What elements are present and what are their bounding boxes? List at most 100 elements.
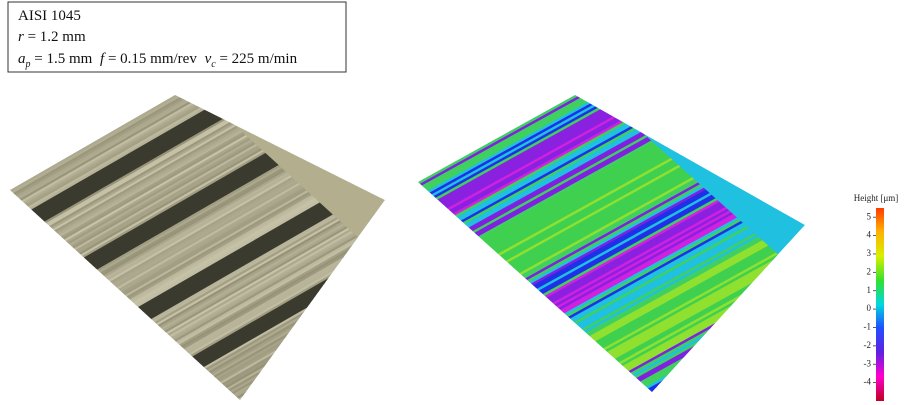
symbol: f <box>100 51 106 67</box>
stripe <box>156 234 357 350</box>
stripe <box>476 152 668 260</box>
stripe <box>532 203 724 311</box>
stripe <box>550 219 742 326</box>
stripe <box>10 95 199 206</box>
stripe <box>152 231 353 347</box>
info-box: AISI 1045 r = 1.2 mm ap = 1.5 mm f = 0.1… <box>7 1 347 73</box>
stripe <box>10 95 201 208</box>
stripe <box>593 257 785 365</box>
stripe <box>18 108 219 224</box>
stripe <box>128 208 329 325</box>
stripe <box>427 109 619 216</box>
stripe <box>139 219 340 335</box>
stripe <box>529 200 720 307</box>
stripe <box>562 229 754 337</box>
stripe <box>116 198 317 314</box>
stripe <box>131 211 332 328</box>
stripe <box>587 252 779 360</box>
stripe <box>95 178 296 295</box>
stripe <box>159 237 360 353</box>
stripe <box>64 150 265 266</box>
stripe <box>101 184 303 301</box>
stripe <box>536 207 728 314</box>
stripe <box>470 147 662 255</box>
tick-label: 3 <box>867 248 872 258</box>
stripe <box>585 250 777 358</box>
stripe <box>556 224 748 332</box>
stripe <box>67 153 268 269</box>
stripe <box>70 156 271 272</box>
stripe <box>88 172 289 289</box>
tick-label: 4 <box>867 230 872 240</box>
stripe <box>154 232 355 349</box>
tick-label: -1 <box>864 322 872 332</box>
stripe <box>472 149 664 256</box>
stripe <box>538 208 730 316</box>
stripe <box>164 241 365 358</box>
param-value: = 0.15 mm/rev <box>108 51 197 67</box>
stripe <box>519 191 711 298</box>
subscript: p <box>25 59 31 70</box>
stripe <box>138 217 339 334</box>
stripe <box>418 95 596 195</box>
stripe <box>577 243 769 351</box>
colorbar-scale <box>876 208 884 401</box>
stripe <box>11 102 212 218</box>
stripe <box>10 95 204 211</box>
stripe <box>55 142 257 259</box>
tick-label: 2 <box>867 266 872 276</box>
stripe <box>418 98 607 206</box>
stripe <box>548 217 740 325</box>
stripe <box>507 180 699 288</box>
stripe <box>110 192 311 308</box>
stripe <box>418 95 594 193</box>
stripe <box>418 95 598 197</box>
stripe <box>583 249 775 356</box>
stripe <box>41 129 242 245</box>
stripe <box>554 222 746 330</box>
stripe <box>418 96 605 204</box>
param-value: = 225 m/min <box>219 51 297 67</box>
stripe <box>42 130 243 247</box>
stripe <box>488 163 679 270</box>
stripe <box>52 139 253 256</box>
param-line: r = 1.2 mm <box>18 29 86 45</box>
stripe <box>418 95 601 200</box>
stripe <box>87 171 288 287</box>
param-line: ap = 1.5 mm f = 0.15 mm/rev vc = 225 m/m… <box>18 51 298 71</box>
stripe <box>531 201 722 309</box>
stripe <box>161 238 362 355</box>
stripe <box>133 213 334 329</box>
stripe <box>435 116 627 223</box>
stripe <box>523 194 715 302</box>
stripe <box>542 212 734 319</box>
stripe <box>23 112 224 229</box>
stripe <box>480 156 672 263</box>
stripe <box>437 117 629 225</box>
stripe <box>100 183 301 299</box>
tick-label: -2 <box>864 340 872 350</box>
stripe <box>552 221 744 328</box>
stripe <box>460 138 652 246</box>
stripe <box>174 250 375 367</box>
stripe <box>431 112 623 220</box>
stripe <box>24 114 225 230</box>
stripe <box>108 190 309 307</box>
material: AISI 1045 <box>18 8 81 24</box>
stripe <box>521 193 713 300</box>
param-value: = 1.2 mm <box>28 29 86 45</box>
stripe <box>34 123 235 239</box>
stripe <box>449 128 640 235</box>
stripe <box>60 147 261 263</box>
stripe <box>501 175 693 283</box>
stripe <box>433 114 625 221</box>
stripe <box>492 166 683 274</box>
stripe <box>490 165 681 272</box>
stripe <box>72 157 273 274</box>
stripe <box>172 249 373 365</box>
stripe <box>111 193 312 310</box>
stripe <box>544 214 736 321</box>
stripe <box>418 100 609 207</box>
stripe <box>166 243 367 359</box>
stripe <box>75 160 276 277</box>
